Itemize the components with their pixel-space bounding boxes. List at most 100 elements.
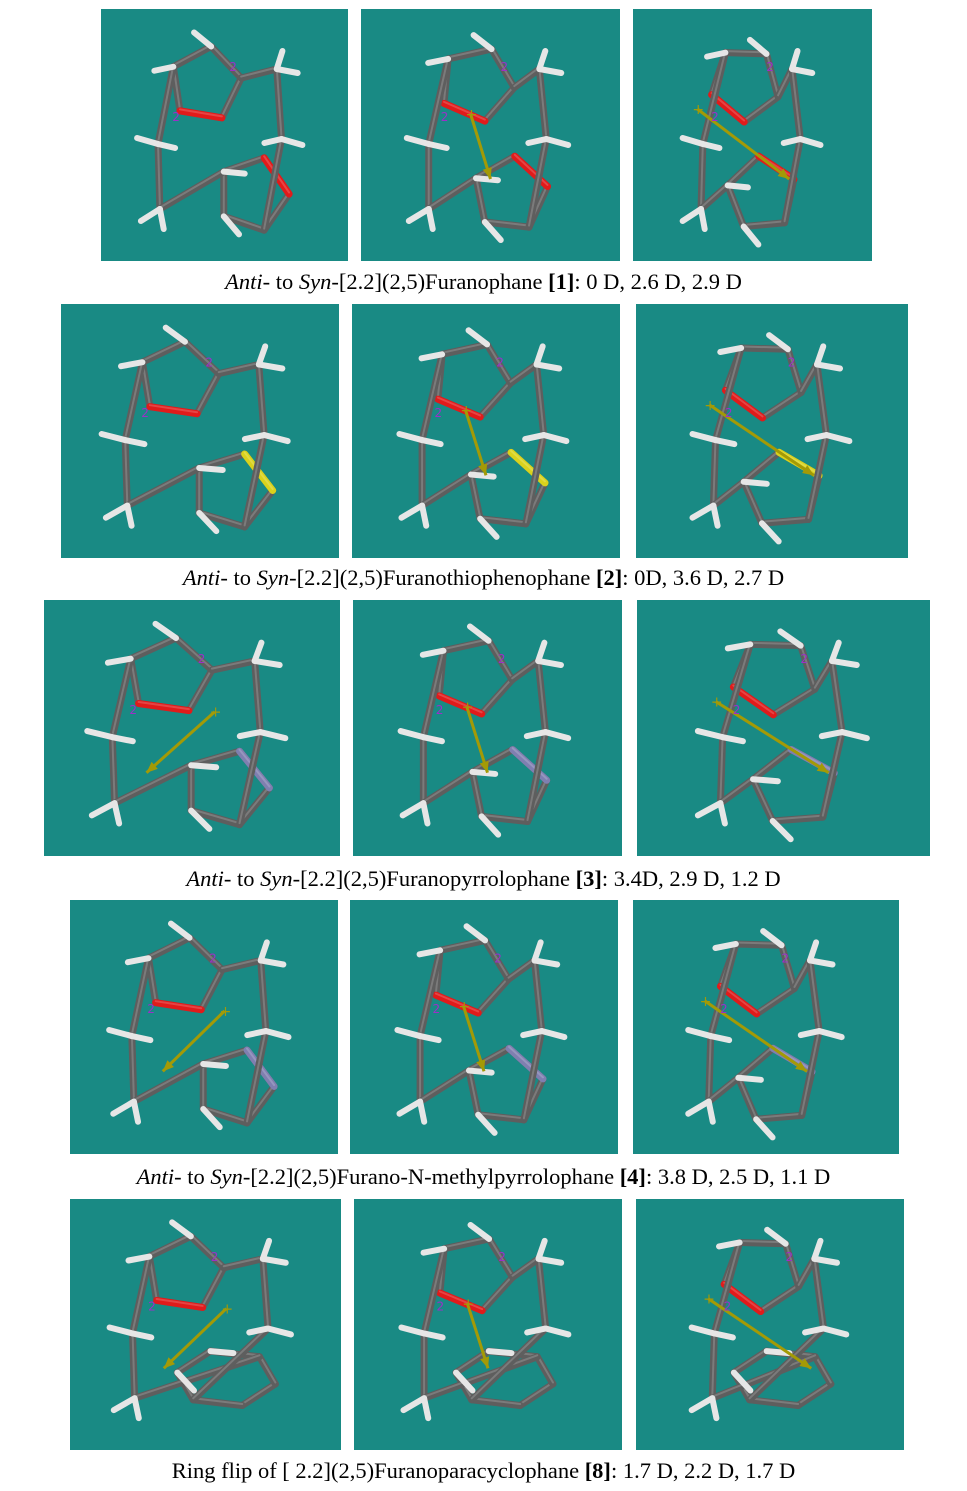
bond bbox=[757, 1282, 803, 1316]
molecule-model: +2 2 bbox=[396, 327, 570, 540]
row2-caption: Anti- to Syn-[2.2](2,5)Furanothiophenoph… bbox=[0, 564, 967, 592]
hydrogen-bond bbox=[129, 1330, 155, 1341]
bond bbox=[737, 344, 792, 353]
row4-caption: Anti- to Syn-[2.2](2,5)Furano-N-methylpy… bbox=[0, 1163, 967, 1191]
bond bbox=[705, 1032, 715, 1106]
bond bbox=[788, 65, 804, 143]
dipole-arrow bbox=[715, 700, 830, 774]
molecule-model: +2 2 bbox=[685, 928, 845, 1141]
bond bbox=[511, 152, 552, 190]
bond-highlight bbox=[442, 638, 490, 651]
hydrogen-bond bbox=[764, 1226, 789, 1247]
bond bbox=[416, 1067, 473, 1106]
bond-highlight bbox=[427, 56, 450, 144]
hydrogen-bond bbox=[688, 1395, 716, 1414]
stereo-label: 2 bbox=[436, 1300, 444, 1314]
bond bbox=[520, 1027, 546, 1124]
hydrogen-bond bbox=[685, 1027, 714, 1040]
bond-highlight bbox=[712, 479, 745, 506]
hydrogen-bond bbox=[769, 817, 794, 843]
bond bbox=[425, 174, 480, 213]
bond bbox=[121, 358, 146, 444]
hydrogen-bond bbox=[425, 141, 450, 151]
caption-text: - to bbox=[262, 269, 299, 294]
hydrogen-bond bbox=[416, 947, 444, 958]
bond bbox=[740, 219, 789, 231]
bond-highlight bbox=[275, 66, 283, 139]
dipole-arrow bbox=[162, 1307, 228, 1370]
bond bbox=[197, 966, 226, 1014]
bond bbox=[243, 1027, 270, 1127]
bond-highlight bbox=[202, 1106, 249, 1123]
hydrogen-bond bbox=[420, 800, 431, 827]
bond-highlight bbox=[111, 734, 116, 803]
bond bbox=[769, 813, 827, 825]
bond bbox=[472, 152, 519, 182]
bond bbox=[485, 1235, 517, 1281]
dipole-arrow bbox=[145, 710, 216, 774]
hydrogen-bond bbox=[533, 343, 546, 368]
dipole-arrowhead bbox=[146, 761, 158, 773]
hydrogen-bond bbox=[724, 641, 754, 652]
molecule-model: +2 2 bbox=[689, 332, 853, 545]
caption-text: -[2.2](2,5)Furanopyrrolophane bbox=[292, 866, 576, 891]
stereo-label: 2 bbox=[733, 703, 741, 717]
hydrogen-bond bbox=[679, 135, 706, 147]
bond-highlight bbox=[479, 380, 512, 417]
bond bbox=[758, 388, 805, 422]
bond bbox=[476, 515, 530, 528]
bond-highlight bbox=[222, 1256, 264, 1268]
bond-highlight bbox=[724, 50, 768, 54]
hydrogen-bond bbox=[188, 807, 213, 832]
dipole-arrowhead bbox=[777, 168, 790, 179]
bond bbox=[128, 954, 152, 1040]
hydrogen-bond bbox=[262, 1028, 292, 1041]
bond bbox=[716, 733, 727, 807]
bond bbox=[468, 768, 486, 820]
dipole-values: : 3.8 D, 2.5 D, 1.1 D bbox=[645, 1164, 831, 1189]
bond-highlight bbox=[711, 1354, 817, 1398]
dipole-arrowhead bbox=[479, 760, 489, 773]
bond bbox=[507, 448, 549, 487]
bond-highlight bbox=[821, 729, 844, 817]
bond bbox=[236, 784, 273, 829]
dipole-values: : 3.4D, 2.9 D, 1.2 D bbox=[601, 866, 781, 891]
hydrogen-bond bbox=[679, 206, 705, 224]
bond bbox=[220, 212, 268, 234]
bond-highlight bbox=[137, 700, 190, 711]
bond-highlight bbox=[259, 957, 267, 1031]
bond-highlight bbox=[126, 465, 201, 506]
bond bbox=[729, 683, 777, 719]
row3-panel3-molecule: +2 2 bbox=[637, 600, 930, 856]
stereo-label: 2 bbox=[498, 652, 506, 666]
bond-highlight bbox=[257, 361, 266, 435]
bond-highlight bbox=[188, 935, 224, 970]
stereo-label: 2 bbox=[172, 110, 180, 124]
bond bbox=[135, 699, 193, 715]
hydrogen-bond bbox=[536, 48, 549, 72]
bond bbox=[193, 370, 223, 418]
row4-panel3-molecule: +2 2 bbox=[633, 900, 899, 1154]
bond bbox=[510, 65, 543, 92]
bond-highlight bbox=[124, 437, 129, 506]
bond-highlight bbox=[511, 1256, 540, 1277]
bond-highlight bbox=[479, 516, 527, 524]
bond-highlight bbox=[441, 341, 489, 354]
hydrogen-bond bbox=[421, 1395, 432, 1422]
hydrogen-bond bbox=[419, 647, 447, 658]
row2-panel3-molecule: +2 2 bbox=[636, 304, 908, 558]
dipole-arrowhead bbox=[163, 1357, 176, 1369]
dipole-origin-mark: + bbox=[703, 1292, 715, 1308]
bond bbox=[505, 1044, 547, 1083]
bond-highlight bbox=[487, 638, 514, 680]
stereo-label: 2 bbox=[494, 951, 502, 965]
bond-highlight bbox=[154, 1000, 203, 1010]
row3-caption: Anti- to Syn-[2.2](2,5)Furanopyrrolophan… bbox=[0, 865, 967, 893]
bond bbox=[819, 728, 846, 821]
dipole-arrowhead bbox=[162, 1060, 174, 1072]
bond-highlight bbox=[253, 658, 262, 732]
bond-highlight bbox=[471, 769, 483, 816]
dipole-arrowhead bbox=[482, 167, 492, 179]
bond bbox=[260, 135, 285, 234]
dipole-origin-mark: + bbox=[462, 1297, 474, 1313]
